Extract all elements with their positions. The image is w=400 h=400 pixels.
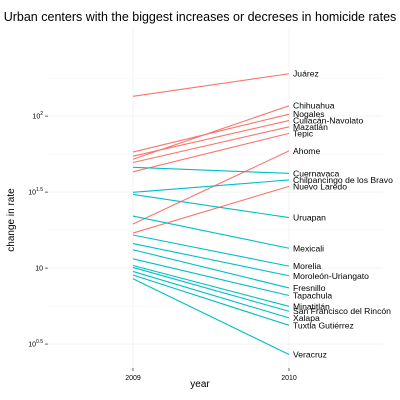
series-line [132, 264, 290, 307]
y-tick-exponent: 2 [40, 111, 43, 117]
city-label: Juárez [293, 69, 319, 79]
series-line [132, 150, 290, 225]
series-line [132, 132, 290, 173]
series-line [132, 166, 290, 174]
x-axis-title: year [190, 379, 210, 390]
city-label: Veracruz [293, 349, 327, 359]
city-label: Tuxtla Gutiérrez [293, 320, 354, 330]
y-tick-label: 100.5 [28, 339, 43, 349]
city-label: Morelia [293, 261, 321, 271]
city-label: San Francisco del Rincón [293, 306, 391, 316]
city-label: Mexicali [293, 243, 324, 253]
city-label: Mazatlán [293, 122, 328, 132]
y-tick-label: 102 [32, 111, 43, 121]
y-tick-base: 10 [32, 114, 40, 121]
y-axis-title: change in rate [6, 188, 17, 252]
plot-panel [48, 28, 383, 368]
city-label: Ahome [293, 146, 320, 156]
city-label: Tepic [293, 128, 314, 138]
city-label: Culiacán-Navolato [293, 116, 363, 126]
city-label: Cuernavaca [293, 168, 340, 178]
grid [48, 28, 383, 368]
series-line [132, 278, 290, 355]
series-line [132, 270, 290, 319]
y-tick-exponent: 1.5 [36, 187, 43, 193]
y-tick-base: 10 [28, 190, 36, 197]
series-lines [132, 73, 290, 355]
series-line [132, 243, 290, 277]
series-line [132, 234, 290, 267]
series-line [132, 120, 290, 157]
city-label: Chihuahua [293, 101, 335, 111]
city-labels: JuárezChihuahuaNogalesCuliacán-NavolatoM… [293, 69, 393, 360]
city-label: Nuevo Laredo [293, 181, 347, 191]
city-label: Uruapan [293, 213, 326, 223]
city-label: Moroleón-Uriangato [293, 271, 369, 281]
y-tick-base: 10 [35, 266, 43, 273]
series-line [132, 266, 290, 312]
series-line [132, 73, 290, 97]
city-label: Xalapa [293, 313, 320, 323]
series-line [132, 126, 290, 164]
series-line [132, 113, 290, 153]
city-label: Fresnillo [293, 283, 326, 293]
chart-title: Urban centers with the biggest increases… [4, 10, 397, 24]
series-line [132, 179, 290, 193]
series-line [132, 274, 290, 326]
city-label: Tapachula [293, 290, 332, 300]
x-tick-label: 2010 [281, 375, 297, 382]
series-line [132, 258, 290, 297]
city-label: Chilpancingo de los Bravo [293, 175, 393, 185]
series-line [132, 249, 290, 289]
y-tick-exponent: 0.5 [36, 339, 43, 345]
x-axis: 2009 2010 [125, 368, 297, 382]
series-line [132, 185, 290, 234]
y-tick-base: 10 [28, 342, 36, 349]
city-label: Nogales [293, 109, 325, 119]
series-line [132, 193, 290, 219]
city-label: Minatitlán [293, 301, 330, 311]
x-tick-label: 2009 [125, 375, 141, 382]
y-tick-label: 101.5 [28, 187, 43, 197]
series-line [132, 215, 290, 249]
y-tick-label: 10 [35, 266, 43, 273]
